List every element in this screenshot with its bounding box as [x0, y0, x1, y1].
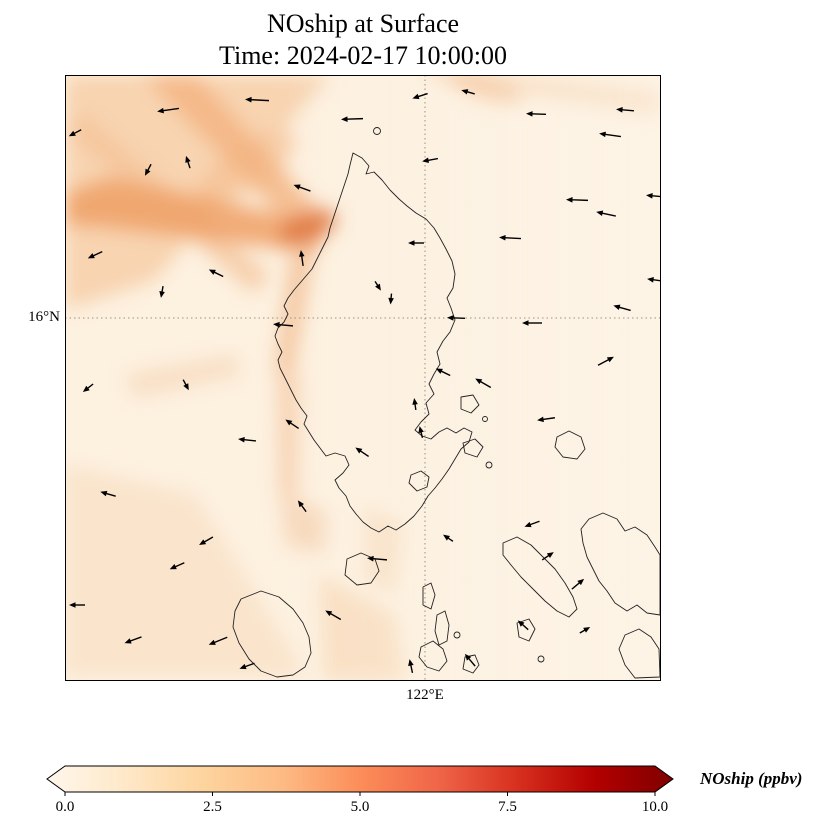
coastline-islet-s2 [537, 655, 545, 663]
coastline-island-catanduanes [554, 430, 586, 460]
sea-light-shade [65, 75, 661, 681]
svg-text:10.0: 10.0 [642, 799, 668, 815]
plot-title: NOship at Surface Time: 2024-02-17 10:00… [65, 8, 661, 71]
coastline-islet-c4 [462, 654, 480, 674]
colorbar-label: NOship (ppbv) [700, 769, 803, 788]
svg-text:7.5: 7.5 [498, 799, 517, 815]
coastline-islet-e2 [485, 461, 493, 469]
coastline-islet-c2 [434, 610, 450, 646]
title-line1: NOship at Surface [266, 9, 460, 38]
coastline-islets-se [462, 438, 484, 458]
svg-text:5.0: 5.0 [351, 799, 370, 815]
coastline-island-marinduque [344, 552, 380, 586]
coastline-island-mindoro [232, 590, 312, 678]
map-frame [65, 75, 661, 681]
coastline-lake [408, 470, 430, 492]
lon-tick-label: 122°E [406, 687, 444, 703]
coastline-islet-c3 [418, 640, 448, 672]
coastlines [232, 127, 661, 679]
coastline-islet-north [373, 127, 381, 135]
colorbar-bar [46, 765, 674, 793]
coastline-islet-e1 [482, 416, 488, 422]
svg-text:2.5: 2.5 [203, 799, 222, 815]
coastline-island-polillo [460, 394, 480, 414]
title-line2: Time: 2024-02-17 10:00:00 [219, 40, 507, 70]
map-canvas [65, 75, 661, 681]
gridlines [65, 75, 660, 680]
quiver-layer [68, 89, 661, 673]
coastline-luzon [274, 152, 473, 533]
cb-ticks: 0.0 2.5 5.0 7.5 10.0 [56, 792, 668, 815]
coastline-islet-c1 [422, 582, 436, 610]
colorbar: 0.0 2.5 5.0 7.5 10.0 [46, 765, 674, 815]
coastline-islet-s1 [516, 618, 536, 642]
lat-tick-label: 16°N [28, 309, 60, 325]
svg-text:0.0: 0.0 [56, 799, 75, 815]
coastline-island-masbate [502, 536, 578, 618]
coastline-island-east-long [580, 512, 661, 616]
coastline-islet-c5 [453, 631, 461, 639]
